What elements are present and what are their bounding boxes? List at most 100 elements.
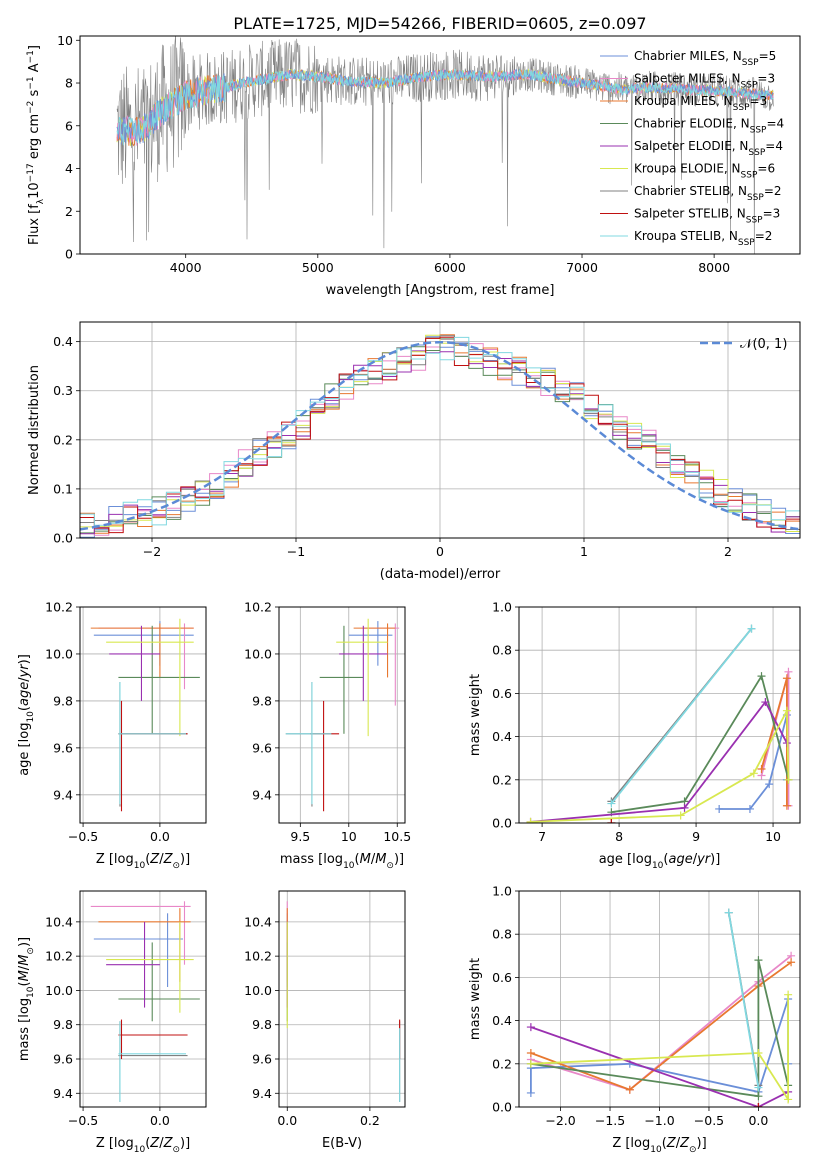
weight-marker	[607, 799, 616, 808]
y-axis-label: mass weight	[468, 958, 483, 1040]
label-part: =5	[759, 49, 777, 63]
y-tick-label: 0.2	[53, 432, 73, 447]
x-tick-label: 7000	[566, 260, 598, 275]
label-part: (	[145, 852, 150, 867]
label-part: )]	[710, 852, 720, 867]
y-tick-label: 4	[65, 161, 73, 176]
label-part: =2	[764, 184, 782, 198]
weight-kroupa_elodie	[530, 994, 789, 1103]
y-tick-label: 10.0	[45, 646, 73, 661]
errorbar-chabrier_elodie	[118, 625, 200, 734]
x-tick-label: 0.0	[748, 1113, 768, 1128]
axes-age_vs_Z: −0.5 0.09.49.69.810.010.2Z [log10(Z/Z⊙)]a…	[17, 600, 207, 871]
label-part: (	[17, 706, 32, 711]
label-part: Kroupa ELODIE, N	[634, 162, 741, 176]
label-part: /	[676, 1136, 681, 1151]
label-part: )]	[180, 1136, 190, 1151]
label-part: )]	[180, 852, 190, 867]
y-tick-label: 0.2	[492, 772, 512, 787]
y-tick-label: 9.4	[252, 787, 272, 802]
label-part: Chabrier ELODIE, N	[634, 117, 750, 131]
y-tick-label: 0.1	[53, 481, 73, 496]
label-part: mass [log	[280, 852, 343, 867]
x-tick-label: −0.5	[694, 1113, 724, 1128]
figure-title: PLATE=1725, MJD=54266, FIBERID=0605, z=0…	[233, 14, 646, 33]
legend-entry: Chabrier MILES, NSSP=5	[634, 49, 776, 68]
label-part: /	[159, 1136, 164, 1151]
label-part: 10	[26, 711, 36, 723]
label-part: =4	[766, 117, 784, 131]
x-tick-label: −1	[287, 544, 305, 559]
label-part: ⊙	[386, 861, 394, 871]
x-tick-label: −1.5	[595, 1113, 625, 1128]
weight-marker	[680, 803, 689, 812]
label-part: Salpeter MILES, N	[634, 72, 741, 86]
weight-marker	[784, 667, 793, 676]
weight-kroupa_stelib	[727, 912, 760, 1088]
label-part: (	[145, 1136, 150, 1151]
legend-entry: Chabrier ELODIE, NSSP=4	[634, 117, 784, 136]
label-part: Z [log	[96, 852, 134, 867]
label-part: 10	[26, 986, 36, 998]
errorbar-kroupa_stelib	[118, 1021, 187, 1102]
legend-entry: Salpeter STELIB, NSSP=3	[634, 207, 780, 226]
errorbars	[285, 618, 400, 812]
label-part: SSP	[741, 81, 758, 91]
legend-entry: Kroupa STELIB, NSSP=2	[634, 229, 772, 248]
errorbar-kroupa_stelib	[285, 682, 332, 805]
label-part: yr	[17, 663, 32, 679]
y-tick-label: 10.2	[45, 949, 73, 964]
y-tick-label: 0.4	[53, 334, 73, 349]
label-part: Kroupa MILES, N	[634, 94, 733, 108]
errorbars	[90, 901, 200, 1102]
label-part: /	[693, 852, 698, 867]
y-tick-label: 0.6	[492, 970, 512, 985]
x-tick-label: 0.0	[150, 829, 170, 844]
y-tick-label: 0.8	[492, 643, 512, 658]
legend-entry: Salpeter MILES, NSSP=3	[634, 72, 775, 91]
weight-marker	[784, 1095, 793, 1104]
errorbar-chabrier_elodie	[118, 942, 200, 1022]
weight-kroupa_miles	[760, 678, 788, 806]
weight-kroupa_stelib	[610, 628, 753, 805]
x-axis-label: E(B-V)	[322, 1136, 362, 1151]
x-tick-label: 9	[692, 829, 700, 844]
errorbars	[90, 618, 200, 812]
label-part: SSP	[733, 103, 750, 113]
x-tick-label: 0	[436, 544, 444, 559]
label-part: E(B-V)	[322, 1136, 362, 1151]
weight-chabrier_elodie	[530, 959, 789, 1098]
label-part: Salpeter ELODIE, N	[634, 139, 748, 153]
weight-marker	[784, 775, 793, 784]
x-tick-label: 10	[765, 829, 781, 844]
label-part: age	[668, 852, 692, 867]
weight-salpeter_elodie	[530, 1026, 789, 1107]
y-tick-label: 0.6	[492, 686, 512, 701]
label-part: 10	[652, 861, 664, 871]
y-tick-label: 9.8	[53, 1017, 73, 1032]
y-tick-label: 8	[65, 76, 73, 91]
y-tick-label: 0.0	[492, 816, 512, 831]
label-part: Z [log	[612, 1136, 650, 1151]
errorbar-kroupa_stelib	[118, 682, 187, 805]
weight-marker	[787, 958, 796, 967]
x-axis-label: mass [log10(M/M⊙)]	[280, 852, 404, 871]
weight-marker	[526, 1049, 535, 1057]
label-part: ⊙	[172, 1145, 180, 1155]
weight-marker	[757, 672, 766, 681]
legend-entry: 𝒩(0, 1)	[740, 337, 787, 352]
model-kroupa_stelib	[116, 68, 774, 146]
y-axis-label: mass [log10(M/M⊙)]	[17, 937, 36, 1061]
label-part: Chabrier MILES, N	[634, 49, 742, 63]
x-tick-label: 0.0	[150, 1113, 170, 1128]
spectrum-lines	[116, 36, 774, 254]
label-part: (	[17, 981, 32, 986]
label-part: =3	[750, 94, 768, 108]
legend-entry: Chabrier STELIB, NSSP=2	[634, 184, 782, 203]
x-tick-label: −2	[143, 544, 161, 559]
gaussian-curve	[80, 340, 800, 531]
x-tick-label: 10	[341, 829, 357, 844]
label-part: Kroupa STELIB, N	[634, 229, 738, 243]
